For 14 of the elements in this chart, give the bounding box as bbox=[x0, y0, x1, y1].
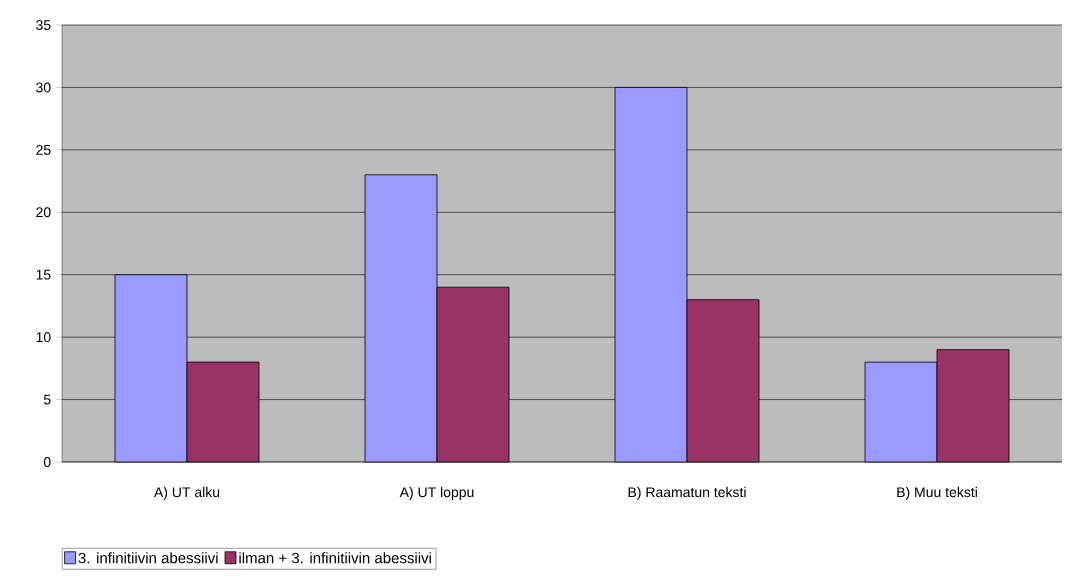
y-tick-label: 15 bbox=[36, 269, 51, 280]
y-tick-label: 35 bbox=[36, 20, 51, 30]
x-tick-label: A) UT loppu bbox=[399, 486, 474, 500]
y-tick-label: 30 bbox=[36, 82, 51, 93]
x-tick-label: B) Muu teksti bbox=[897, 486, 977, 500]
y-tick-label: 10 bbox=[36, 332, 51, 343]
y-tick-label: 5 bbox=[43, 394, 51, 405]
y-tick-label: 20 bbox=[36, 207, 51, 218]
y-tick-label: 25 bbox=[36, 144, 51, 155]
legend-label: ilman + 3. infinitiivin abessiivi bbox=[239, 552, 431, 564]
x-tick-label: A) UT alku bbox=[153, 486, 220, 500]
x-tick-label: B) Raamatun teksti bbox=[628, 486, 746, 500]
legend-label: 3. infinitiivin abessiivi bbox=[78, 552, 218, 564]
y-tick-label: 0 bbox=[43, 457, 51, 467]
